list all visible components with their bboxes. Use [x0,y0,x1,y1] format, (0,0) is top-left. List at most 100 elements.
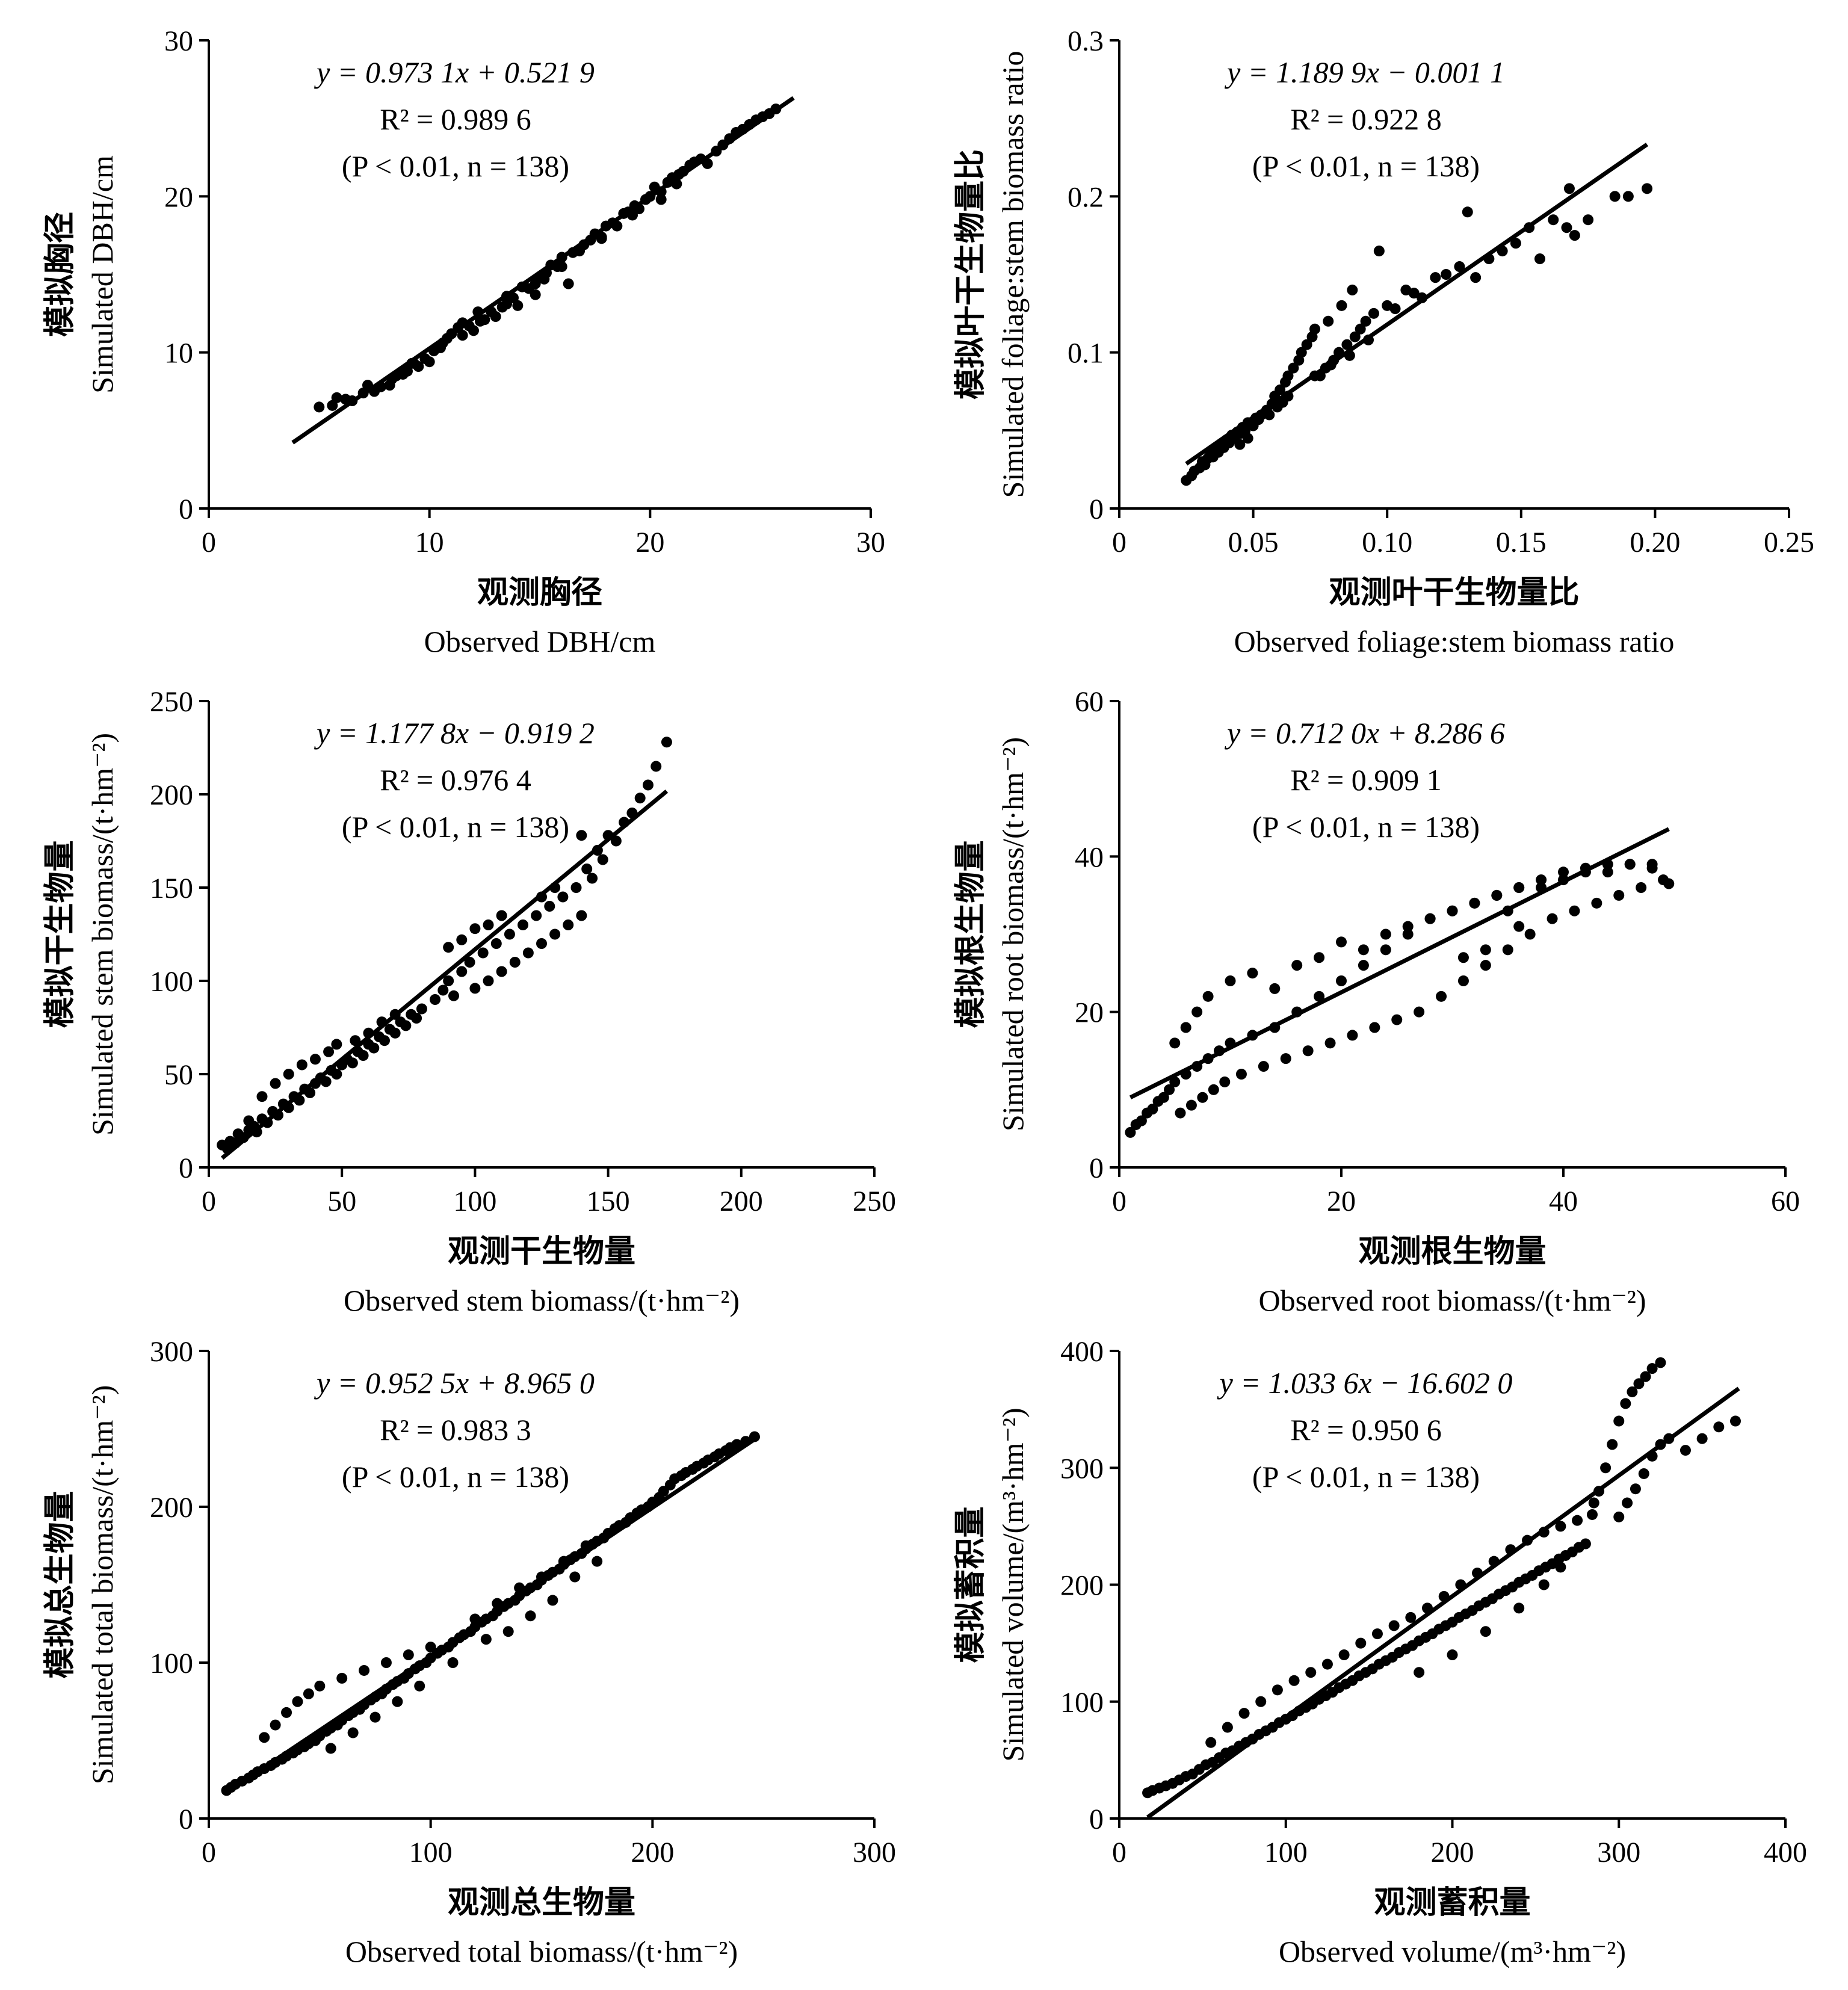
y-tick-label: 200 [150,1492,193,1524]
data-point [1480,1626,1491,1637]
data-point [1169,1037,1181,1049]
data-point [1282,370,1294,382]
x-axis-title-cn: 观测叶干生物量比 [1329,575,1579,611]
data-point [496,910,507,921]
data-point [243,1115,255,1126]
data-point [379,1035,390,1046]
panel-stem-biomass: 0 50 100 150 200 250 0 50 100 150 200 250 观测干生物量 Obse… [42,686,896,1317]
regression-line [220,790,669,1160]
x-axis-title-en: Observed stem biomass/(t·hm⁻²) [344,1284,740,1317]
data-point [576,830,587,841]
data-point [1341,339,1353,350]
data-point [1555,1562,1566,1573]
data-point [1569,905,1580,916]
data-point [1538,1579,1550,1590]
data-point [1169,1076,1181,1087]
data-point [1636,882,1647,893]
panel-total-biomass: 0 100 200 300 0 100 200 300 观测总生物量 Observed total… [42,1336,896,1968]
data-point [549,929,561,940]
data-point [1414,1006,1425,1018]
x-tick-label: 50 [327,1185,356,1217]
data-point [1469,897,1480,909]
data-point [596,233,607,244]
x-tick-label: 0 [202,1185,216,1217]
data-point [530,289,541,300]
data-point [1301,339,1312,350]
data-point [447,1657,459,1668]
data-point [1696,1433,1708,1444]
data-point [642,779,654,791]
data-point [1208,1084,1219,1095]
y-axis-title-en: Simulated foliage:stem biomass ratio [996,51,1030,498]
x-tick-label: 200 [631,1837,674,1868]
data-point [1321,1658,1333,1670]
data-point [1491,889,1503,901]
y-tick-label: 150 [150,873,193,904]
x-tick-label: 0 [1112,527,1126,558]
data-point [634,793,646,804]
data-point [525,1610,536,1622]
data-point [368,1042,380,1054]
data-point [1524,929,1536,940]
data-point [1513,921,1525,932]
data-point [1408,288,1420,299]
data-point [1197,1092,1208,1103]
data-point [443,975,454,986]
data-point [1368,307,1379,319]
data-point [1622,1497,1633,1509]
y-axis-title-cn: 模拟胸径 [42,212,78,337]
y-tick-label: 400 [1060,1336,1104,1368]
data-point [1680,1445,1691,1456]
data-point [1280,1053,1291,1065]
data-point [464,957,475,968]
y-tick-label: 0 [179,1152,193,1184]
regression-equation: y = 1.177 8x − 0.919 2 [314,716,595,750]
significance-stats: (P < 0.01, n = 138) [1252,1460,1480,1494]
data-point [1414,1667,1425,1678]
data-point [1613,889,1625,901]
data-point [569,1571,581,1583]
data-point [1264,409,1275,421]
data-point [1225,975,1236,986]
data-point [563,278,574,289]
data-point [457,330,468,341]
y-tick-label: 300 [1060,1453,1104,1485]
data-point [1447,905,1458,916]
x-tick-label: 0.10 [1362,527,1412,558]
data-point [389,1027,401,1039]
data-point [331,392,342,403]
data-point [592,1556,603,1567]
data-point [1447,1649,1458,1661]
data-point [1349,331,1361,342]
x-axis-title-cn: 观测根生物量 [1358,1234,1546,1270]
regression-line [291,96,795,445]
data-point [587,873,598,884]
data-point [259,1732,270,1743]
data-point [283,1069,294,1080]
x-tick-label: 250 [853,1185,896,1217]
x-axis-title-en: Observed volume/(m³·hm⁻²) [1279,1935,1626,1968]
data-point [1583,214,1594,226]
data-point [468,325,479,336]
data-point [1430,272,1441,283]
x-axis-title-cn: 观测胸径 [477,575,602,611]
y-tick-label: 300 [150,1336,193,1368]
data-point [296,1059,307,1071]
data-point [1602,867,1613,878]
data-point [1242,433,1253,444]
data-point [1536,874,1547,886]
data-point [1622,191,1634,202]
x-tick-label: 0.20 [1630,527,1680,558]
data-point [1713,1421,1725,1433]
data-point [1633,1378,1645,1389]
r-squared: R² = 0.976 4 [380,763,531,797]
x-tick-label: 200 [720,1185,763,1217]
y-axis-title-cn: 模拟根生物量 [953,840,989,1028]
data-point [1513,882,1525,893]
y-tick-label: 40 [1075,841,1104,873]
data-point [1646,1363,1658,1374]
y-tick-label: 0 [179,493,193,525]
data-point [1338,1649,1350,1661]
data-point [1380,944,1391,956]
data-point [1620,1398,1631,1409]
